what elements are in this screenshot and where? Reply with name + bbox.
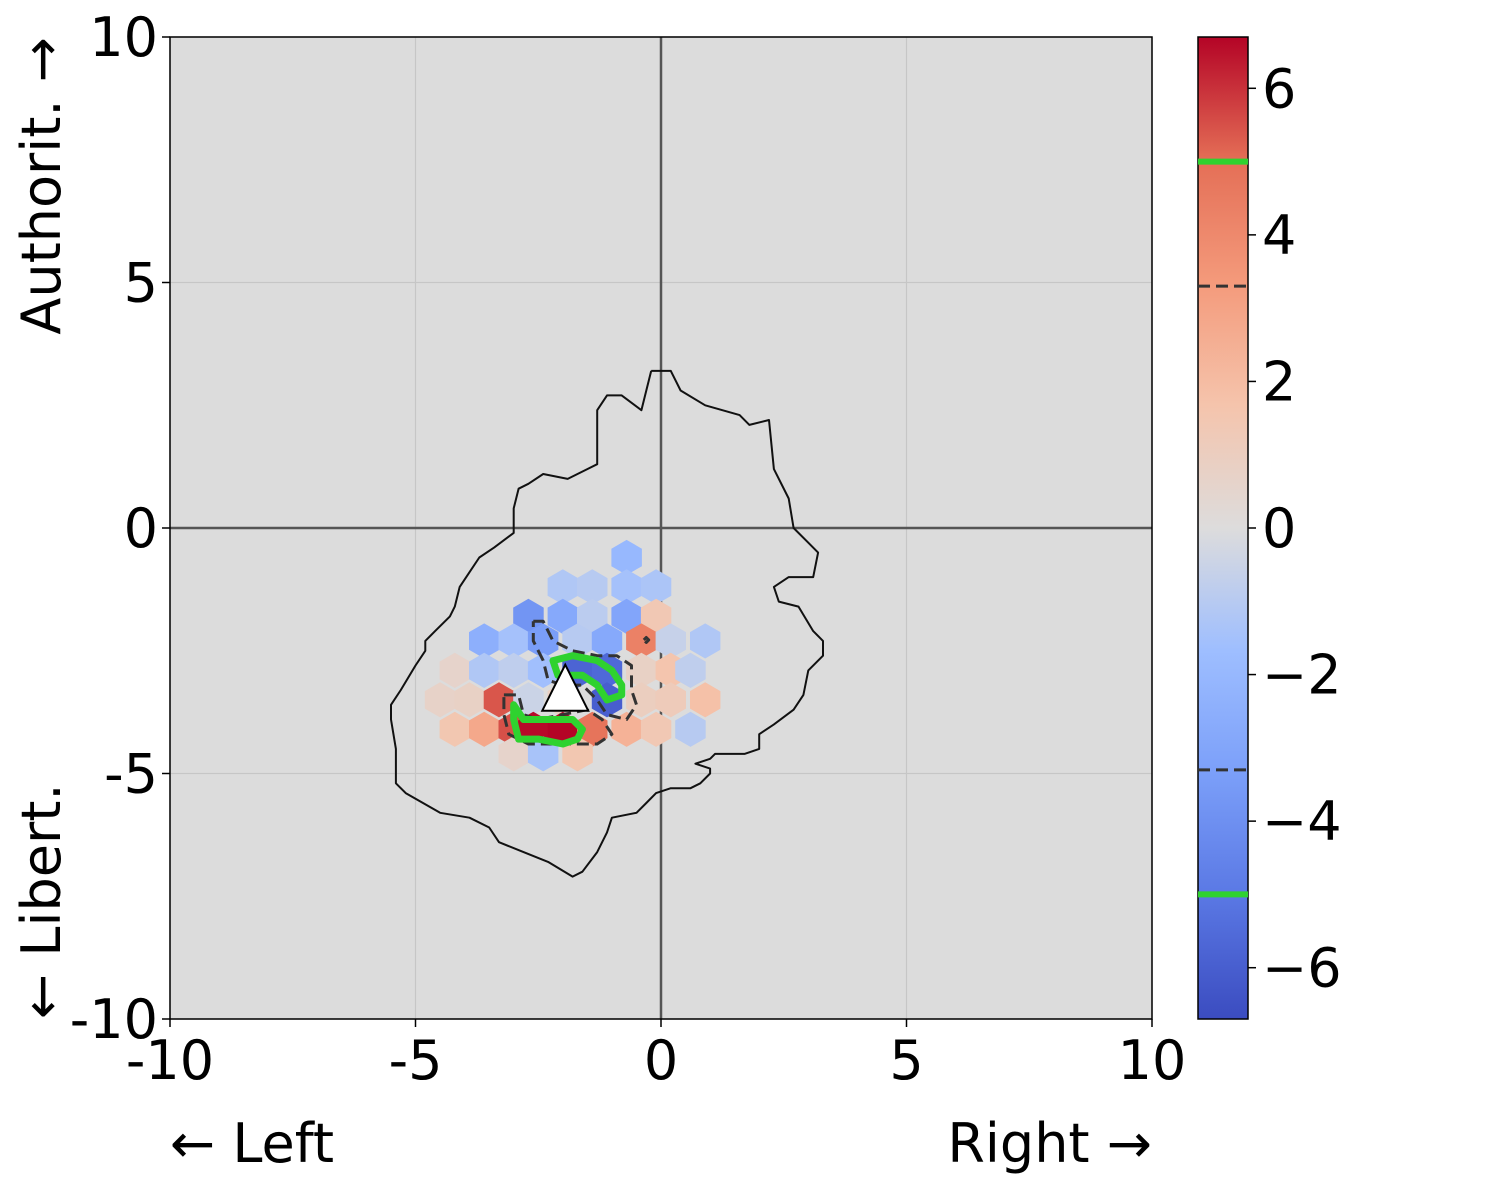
colorbar-tick-label: −6 [1262,937,1342,1000]
x-tick-label: 5 [889,1029,923,1092]
hexbin-cell [454,682,485,718]
y-tick-label: 10 [89,6,158,69]
hexbin-cell [611,569,642,605]
hexbin-cell [527,623,559,659]
hexbin-cell [690,623,721,659]
plot-area [169,36,1153,1020]
hexbin-cell [690,682,721,718]
colorbar-tick-label: 0 [1262,497,1296,560]
hexbin-cell [640,569,672,605]
y-tick-label: -5 [104,743,158,806]
distribution-outline [390,369,824,878]
x-label-right: Right → [947,1112,1152,1175]
y-label-bottom: ← Libert. [10,783,73,1019]
colorbar-tick-label: 4 [1262,204,1296,267]
hexbin-cell [439,652,470,688]
y-tick-label: 5 [124,252,158,315]
hexbin-cell [640,598,672,634]
colorbar-tick-label: −2 [1262,644,1342,707]
x-tick-label: -5 [389,1029,443,1092]
colorbar-level-lines [1198,158,1248,898]
hexbin-cell [498,652,529,688]
y-axis-ticks: -10 -5 0 5 10 [70,6,170,1051]
hexbin-cell [513,598,544,634]
y-tick-label: 0 [124,497,158,560]
hexbin-cell [562,623,593,659]
hexbin-cell [498,736,529,772]
position-marker [540,662,590,712]
hexbin-cell [675,652,706,688]
hexbin-cell [626,652,657,688]
hexbin-cell [675,711,706,747]
colorbar-tick-label: 2 [1262,350,1296,413]
x-tick-label: -10 [126,1029,214,1092]
colorbar-ticks: 6 4 2 0 −2 −4 −6 [1248,57,1342,1000]
hexbin-cell [591,623,623,659]
zero-axis-lines [170,37,1152,1019]
contour-green [510,701,586,748]
hexbin-cell [611,598,642,634]
hexbin-cell [611,711,642,747]
hexbin-cell [626,682,657,718]
hexbin-cell [439,711,470,747]
contour-green [549,652,626,704]
contour-lines [502,619,651,748]
colorbar-tick-label: −4 [1262,790,1342,853]
hexbin-cell [498,623,529,659]
hexbin-cell [547,598,578,634]
hexbin-cell [611,539,642,575]
hexbin-cell [626,623,657,659]
hexbin-cell [469,711,500,747]
hexbin-cell [640,711,672,747]
triangle-marker [540,662,590,712]
hexbin-cell [483,682,515,718]
hexbin-cell [547,569,578,605]
colorbar: 6 4 2 0 −2 −4 −6 [1197,36,1342,1020]
hexbin-cell [577,711,608,747]
colorbar-gradient [1197,36,1249,1020]
hexbin-cell [577,569,608,605]
x-tick-label: 0 [644,1029,678,1092]
colorbar-tick-label: 6 [1262,57,1296,120]
y-tick-label: -10 [70,988,158,1051]
hexbin-cell [577,598,608,634]
x-tick-label: 10 [1118,1029,1187,1092]
hexbin-cell [655,623,686,659]
hexbin-cell [655,682,686,718]
hexbin-cell [469,623,500,659]
hexbin-cells [424,539,721,772]
hexbin-cell [424,682,456,718]
contour-dashed [642,636,651,644]
y-label-top: Authorit. → [10,37,73,335]
contour-dashed [531,619,638,721]
x-label-left: ← Left [170,1112,334,1175]
x-axis-ticks: -10 -5 0 5 10 [126,1019,1186,1092]
outline-boundary [390,369,824,878]
hexbin-cell [469,652,500,688]
